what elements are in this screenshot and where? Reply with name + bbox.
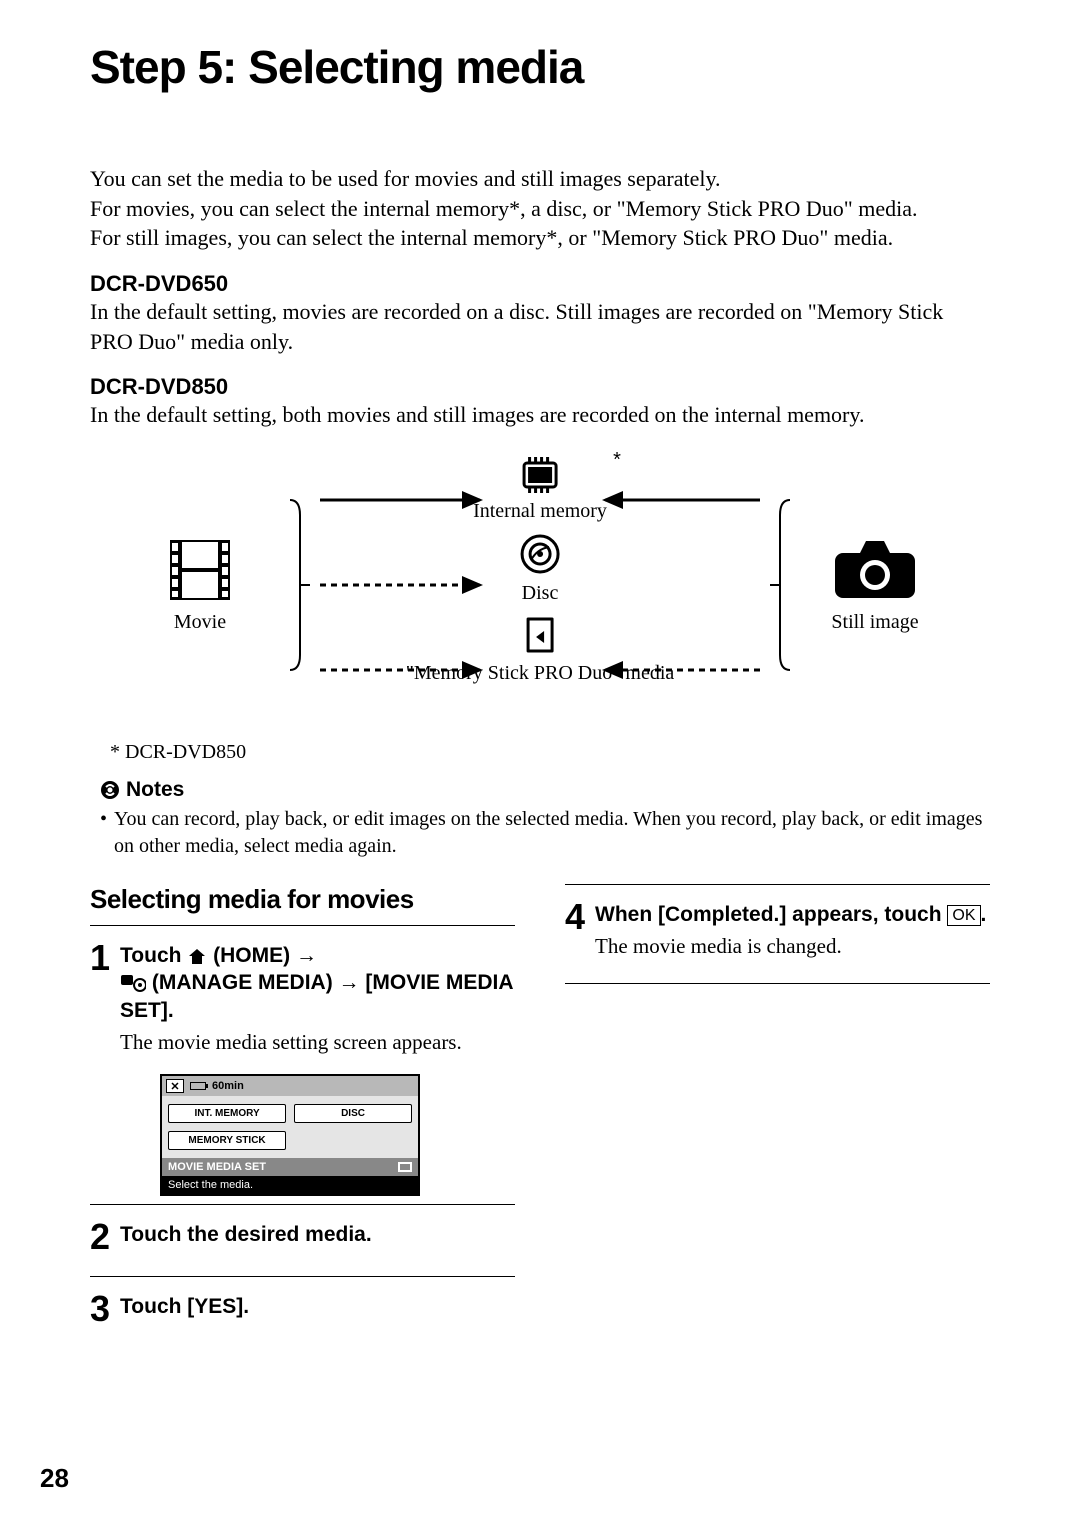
lcd-footer-title: MOVIE MEDIA SET — [162, 1158, 418, 1176]
notes-icon — [100, 780, 120, 800]
divider — [90, 1276, 515, 1277]
step-1-heading: Touch (HOME) → (MANAGE MEDIA) → [MOVIE M… — [120, 942, 515, 1024]
internal-memory-label: Internal memory — [473, 500, 607, 523]
memory-stick-label: "Memory Stick PRO Duo" media — [393, 662, 687, 685]
lcd-time: 60min — [212, 1080, 244, 1092]
media-diagram: Movie Still image * Internal memory — [160, 455, 920, 735]
lcd-body: INT. MEMORY DISC MEMORY STICK — [162, 1096, 418, 1158]
lcd-btn-memory-stick: MEMORY STICK — [168, 1131, 286, 1150]
lcd-footer-hint: Select the media. — [162, 1176, 418, 1194]
movie-label: Movie — [160, 611, 240, 634]
step-4-pre: When [Completed.] appears, touch — [595, 903, 947, 926]
step-1-note: The movie media setting screen appears. — [120, 1028, 515, 1056]
left-column: Selecting media for movies 1 Touch (HOME… — [90, 884, 515, 1325]
divider — [90, 925, 515, 926]
step-1-media: (MANAGE MEDIA) — [152, 971, 333, 994]
notes-block: Notes You can record, play back, or edit… — [100, 778, 990, 860]
section-title-movies: Selecting media for movies — [90, 884, 515, 915]
film-small-icon — [398, 1162, 412, 1172]
home-icon — [187, 947, 207, 965]
step-3: 3 Touch [YES]. — [90, 1293, 515, 1325]
step-4-post: . — [981, 903, 987, 926]
internal-memory-icon: * Internal memory — [473, 455, 607, 523]
diagram-footnote: * DCR-DVD850 — [110, 741, 990, 764]
step-1: 1 Touch (HOME) → (MANAGE MEDIA) → [MOVIE… — [90, 942, 515, 1204]
manage-media-icon — [120, 974, 146, 992]
step-4: 4 When [Completed.] appears, touch OK. T… — [565, 901, 990, 961]
step-1-pre: Touch — [120, 944, 187, 967]
still-image-icon: Still image — [830, 535, 920, 634]
model-text-1: In the default setting, movies are recor… — [90, 297, 990, 356]
ok-button-graphic: OK — [947, 905, 980, 926]
disc-label: Disc — [473, 582, 607, 605]
step-2-heading: Touch the desired media. — [120, 1221, 515, 1248]
intro-block: You can set the media to be used for mov… — [90, 164, 990, 253]
notes-heading: Notes — [100, 778, 990, 802]
intro-line-1: You can set the media to be used for mov… — [90, 164, 990, 194]
memory-stick-icon: "Memory Stick PRO Duo" media — [473, 615, 607, 685]
lcd-close-icon: ✕ — [166, 1079, 184, 1093]
still-image-label: Still image — [830, 611, 920, 634]
step-1-home: (HOME) — [213, 944, 290, 967]
page-title: Step 5: Selecting media — [90, 40, 990, 94]
divider — [565, 884, 990, 885]
model-name-1: DCR-DVD650 — [90, 271, 990, 297]
divider — [565, 983, 990, 984]
step-2: 2 Touch the desired media. — [90, 1221, 515, 1253]
model-name-2: DCR-DVD850 — [90, 374, 990, 400]
lcd-btn-int-memory: INT. MEMORY — [168, 1104, 286, 1123]
battery-icon — [190, 1082, 206, 1090]
arrow-icon: → — [339, 971, 366, 994]
step-4-note: The movie media is changed. — [595, 932, 990, 960]
step-4-heading: When [Completed.] appears, touch OK. — [595, 901, 990, 928]
disc-icon: Disc — [473, 533, 607, 605]
step-1-number: 1 — [90, 942, 110, 974]
step-3-number: 3 — [90, 1293, 110, 1325]
model-block-2: DCR-DVD850 In the default setting, both … — [90, 374, 990, 430]
intro-line-3: For still images, you can select the int… — [90, 223, 990, 253]
movie-icon: Movie — [160, 535, 240, 634]
right-column: 4 When [Completed.] appears, touch OK. T… — [565, 884, 990, 1325]
arrow-icon: → — [296, 944, 317, 967]
step-4-number: 4 — [565, 901, 585, 933]
step-2-number: 2 — [90, 1221, 110, 1253]
diagram-center-stack: * Internal memory Disc "Memory Stick PRO… — [473, 455, 607, 693]
intro-line-2: For movies, you can select the internal … — [90, 194, 990, 224]
notes-heading-text: Notes — [126, 778, 184, 802]
page-number: 28 — [40, 1463, 69, 1494]
lcd-header: ✕ 60min — [162, 1076, 418, 1096]
asterisk-marker: * — [613, 449, 621, 472]
lcd-footer-title-text: MOVIE MEDIA SET — [168, 1161, 266, 1173]
step-3-heading: Touch [YES]. — [120, 1293, 515, 1320]
model-block-1: DCR-DVD650 In the default setting, movie… — [90, 271, 990, 356]
model-text-2: In the default setting, both movies and … — [90, 400, 990, 430]
note-item-1: You can record, play back, or edit image… — [100, 806, 990, 860]
divider — [90, 1204, 515, 1205]
lcd-screenshot: ✕ 60min INT. MEMORY DISC MEMORY STICK MO… — [160, 1074, 420, 1196]
lcd-btn-disc: DISC — [294, 1104, 412, 1123]
